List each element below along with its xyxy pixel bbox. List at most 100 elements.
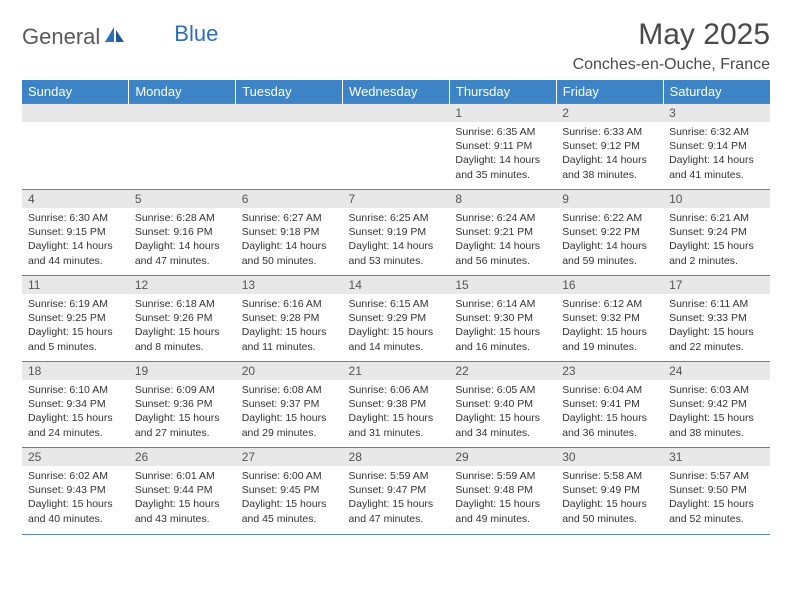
day-number: 29 xyxy=(449,448,556,466)
calendar-day-cell: 20Sunrise: 6:08 AMSunset: 9:37 PMDayligh… xyxy=(236,362,343,448)
calendar-day-cell xyxy=(343,104,450,190)
calendar-day-cell: 16Sunrise: 6:12 AMSunset: 9:32 PMDayligh… xyxy=(556,276,663,362)
calendar-day-cell: 15Sunrise: 6:14 AMSunset: 9:30 PMDayligh… xyxy=(449,276,556,362)
day-number: 14 xyxy=(343,276,450,294)
day-details: Sunrise: 6:14 AMSunset: 9:30 PMDaylight:… xyxy=(449,294,556,357)
day-details: Sunrise: 5:58 AMSunset: 9:49 PMDaylight:… xyxy=(556,466,663,529)
day-number: 17 xyxy=(663,276,770,294)
calendar-day-cell: 3Sunrise: 6:32 AMSunset: 9:14 PMDaylight… xyxy=(663,104,770,190)
day-details: Sunrise: 6:24 AMSunset: 9:21 PMDaylight:… xyxy=(449,208,556,271)
day-number: 26 xyxy=(129,448,236,466)
logo-sail-icon xyxy=(104,26,126,49)
day-number: 22 xyxy=(449,362,556,380)
day-number: 20 xyxy=(236,362,343,380)
day-details: Sunrise: 6:22 AMSunset: 9:22 PMDaylight:… xyxy=(556,208,663,271)
calendar-day-cell xyxy=(129,104,236,190)
day-details: Sunrise: 5:59 AMSunset: 9:48 PMDaylight:… xyxy=(449,466,556,529)
day-of-week-row: SundayMondayTuesdayWednesdayThursdayFrid… xyxy=(22,80,770,104)
day-number: 3 xyxy=(663,104,770,122)
day-number-empty xyxy=(236,104,343,122)
calendar-day-cell: 10Sunrise: 6:21 AMSunset: 9:24 PMDayligh… xyxy=(663,190,770,276)
day-number: 23 xyxy=(556,362,663,380)
day-details: Sunrise: 6:15 AMSunset: 9:29 PMDaylight:… xyxy=(343,294,450,357)
calendar-week-row: 4Sunrise: 6:30 AMSunset: 9:15 PMDaylight… xyxy=(22,190,770,276)
dow-header: Monday xyxy=(129,80,236,104)
day-number: 11 xyxy=(22,276,129,294)
day-number: 16 xyxy=(556,276,663,294)
calendar-day-cell: 6Sunrise: 6:27 AMSunset: 9:18 PMDaylight… xyxy=(236,190,343,276)
day-details: Sunrise: 6:01 AMSunset: 9:44 PMDaylight:… xyxy=(129,466,236,529)
calendar-week-row: 18Sunrise: 6:10 AMSunset: 9:34 PMDayligh… xyxy=(22,362,770,448)
day-number: 10 xyxy=(663,190,770,208)
day-details: Sunrise: 6:30 AMSunset: 9:15 PMDaylight:… xyxy=(22,208,129,271)
calendar-day-cell xyxy=(236,104,343,190)
calendar-day-cell: 18Sunrise: 6:10 AMSunset: 9:34 PMDayligh… xyxy=(22,362,129,448)
calendar-day-cell: 14Sunrise: 6:15 AMSunset: 9:29 PMDayligh… xyxy=(343,276,450,362)
month-title: May 2025 xyxy=(573,18,770,52)
calendar-day-cell: 4Sunrise: 6:30 AMSunset: 9:15 PMDaylight… xyxy=(22,190,129,276)
calendar-day-cell: 21Sunrise: 6:06 AMSunset: 9:38 PMDayligh… xyxy=(343,362,450,448)
logo-text-general: General xyxy=(22,24,100,50)
day-number-empty xyxy=(129,104,236,122)
day-number: 21 xyxy=(343,362,450,380)
bottom-rule xyxy=(22,534,770,535)
dow-header: Thursday xyxy=(449,80,556,104)
day-number: 31 xyxy=(663,448,770,466)
dow-header: Tuesday xyxy=(236,80,343,104)
day-details: Sunrise: 6:11 AMSunset: 9:33 PMDaylight:… xyxy=(663,294,770,357)
day-number: 1 xyxy=(449,104,556,122)
day-number: 28 xyxy=(343,448,450,466)
day-details: Sunrise: 6:05 AMSunset: 9:40 PMDaylight:… xyxy=(449,380,556,443)
day-details: Sunrise: 6:12 AMSunset: 9:32 PMDaylight:… xyxy=(556,294,663,357)
day-details: Sunrise: 6:18 AMSunset: 9:26 PMDaylight:… xyxy=(129,294,236,357)
calendar-day-cell: 17Sunrise: 6:11 AMSunset: 9:33 PMDayligh… xyxy=(663,276,770,362)
calendar-day-cell: 5Sunrise: 6:28 AMSunset: 9:16 PMDaylight… xyxy=(129,190,236,276)
day-details: Sunrise: 6:33 AMSunset: 9:12 PMDaylight:… xyxy=(556,122,663,185)
dow-header: Sunday xyxy=(22,80,129,104)
calendar-day-cell: 22Sunrise: 6:05 AMSunset: 9:40 PMDayligh… xyxy=(449,362,556,448)
day-details: Sunrise: 6:16 AMSunset: 9:28 PMDaylight:… xyxy=(236,294,343,357)
day-number: 13 xyxy=(236,276,343,294)
calendar-day-cell: 23Sunrise: 6:04 AMSunset: 9:41 PMDayligh… xyxy=(556,362,663,448)
day-details: Sunrise: 6:10 AMSunset: 9:34 PMDaylight:… xyxy=(22,380,129,443)
day-number-empty xyxy=(22,104,129,122)
title-block: May 2025 Conches-en-Ouche, France xyxy=(573,18,770,74)
calendar-day-cell: 24Sunrise: 6:03 AMSunset: 9:42 PMDayligh… xyxy=(663,362,770,448)
day-details: Sunrise: 6:00 AMSunset: 9:45 PMDaylight:… xyxy=(236,466,343,529)
day-number: 7 xyxy=(343,190,450,208)
calendar-day-cell: 9Sunrise: 6:22 AMSunset: 9:22 PMDaylight… xyxy=(556,190,663,276)
day-details: Sunrise: 6:09 AMSunset: 9:36 PMDaylight:… xyxy=(129,380,236,443)
location: Conches-en-Ouche, France xyxy=(573,56,770,74)
calendar-day-cell xyxy=(22,104,129,190)
logo: General Blue xyxy=(22,24,218,50)
day-number: 8 xyxy=(449,190,556,208)
day-details: Sunrise: 6:04 AMSunset: 9:41 PMDaylight:… xyxy=(556,380,663,443)
calendar-week-row: 11Sunrise: 6:19 AMSunset: 9:25 PMDayligh… xyxy=(22,276,770,362)
day-number: 19 xyxy=(129,362,236,380)
day-details: Sunrise: 6:28 AMSunset: 9:16 PMDaylight:… xyxy=(129,208,236,271)
day-details: Sunrise: 5:57 AMSunset: 9:50 PMDaylight:… xyxy=(663,466,770,529)
header: General Blue May 2025 Conches-en-Ouche, … xyxy=(22,18,770,74)
day-number: 30 xyxy=(556,448,663,466)
day-number: 4 xyxy=(22,190,129,208)
dow-header: Saturday xyxy=(663,80,770,104)
day-details: Sunrise: 6:19 AMSunset: 9:25 PMDaylight:… xyxy=(22,294,129,357)
calendar-day-cell: 25Sunrise: 6:02 AMSunset: 9:43 PMDayligh… xyxy=(22,448,129,534)
calendar-day-cell: 28Sunrise: 5:59 AMSunset: 9:47 PMDayligh… xyxy=(343,448,450,534)
day-details: Sunrise: 6:08 AMSunset: 9:37 PMDaylight:… xyxy=(236,380,343,443)
calendar-day-cell: 30Sunrise: 5:58 AMSunset: 9:49 PMDayligh… xyxy=(556,448,663,534)
calendar-day-cell: 19Sunrise: 6:09 AMSunset: 9:36 PMDayligh… xyxy=(129,362,236,448)
calendar-table: SundayMondayTuesdayWednesdayThursdayFrid… xyxy=(22,80,770,534)
day-number: 5 xyxy=(129,190,236,208)
day-details: Sunrise: 6:02 AMSunset: 9:43 PMDaylight:… xyxy=(22,466,129,529)
day-number-empty xyxy=(343,104,450,122)
day-number: 9 xyxy=(556,190,663,208)
calendar-day-cell: 1Sunrise: 6:35 AMSunset: 9:11 PMDaylight… xyxy=(449,104,556,190)
day-details: Sunrise: 6:35 AMSunset: 9:11 PMDaylight:… xyxy=(449,122,556,185)
dow-header: Friday xyxy=(556,80,663,104)
day-details: Sunrise: 6:25 AMSunset: 9:19 PMDaylight:… xyxy=(343,208,450,271)
calendar-day-cell: 8Sunrise: 6:24 AMSunset: 9:21 PMDaylight… xyxy=(449,190,556,276)
calendar-day-cell: 11Sunrise: 6:19 AMSunset: 9:25 PMDayligh… xyxy=(22,276,129,362)
day-details: Sunrise: 6:27 AMSunset: 9:18 PMDaylight:… xyxy=(236,208,343,271)
calendar-week-row: 25Sunrise: 6:02 AMSunset: 9:43 PMDayligh… xyxy=(22,448,770,534)
